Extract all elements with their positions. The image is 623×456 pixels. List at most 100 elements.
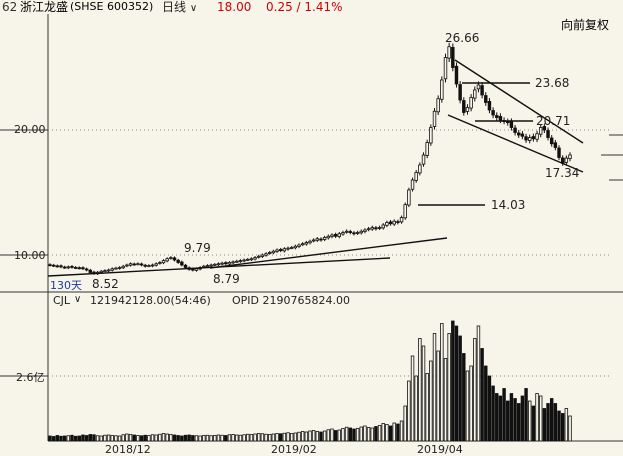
candle (282, 247, 287, 253)
candle (264, 252, 268, 257)
candle (51, 263, 56, 267)
candle (66, 265, 71, 270)
volume-bar (289, 433, 294, 442)
candle (348, 229, 352, 235)
volume-bar (172, 434, 177, 442)
volume-bar (451, 320, 455, 442)
volume-bar (286, 432, 290, 442)
volume-bar (264, 433, 268, 442)
volume-bar (139, 435, 144, 442)
candle (520, 131, 525, 140)
candle (564, 155, 569, 165)
volume-bar (502, 388, 506, 442)
candle (322, 235, 327, 242)
candle (128, 262, 133, 267)
candle (249, 257, 254, 262)
date-tick-2018-12: 2018/12 (105, 443, 151, 456)
candle (443, 53, 448, 83)
volume-bar (425, 373, 429, 442)
volume-bar (359, 426, 363, 442)
candle (150, 263, 155, 268)
volume-bar (125, 433, 129, 442)
candle (396, 219, 400, 225)
volume-bar (220, 434, 224, 442)
volume-bar (440, 323, 444, 442)
candle (381, 223, 385, 230)
volume-bar (77, 435, 82, 442)
candle (458, 81, 462, 104)
price-change: 0.25 / 1.41% (266, 0, 343, 14)
volume-bar (429, 360, 433, 442)
volume-indicator-name[interactable]: CJL (53, 294, 71, 307)
candle (132, 262, 136, 266)
volume-bar (278, 433, 283, 442)
volume-bar (524, 388, 528, 442)
volume-bar (59, 435, 63, 442)
candle (253, 256, 257, 261)
candle (549, 135, 554, 147)
volume-bar (165, 433, 169, 442)
candlestick-series (48, 42, 572, 275)
volume-bar (275, 433, 279, 442)
period-selector[interactable]: 日线 ∨ (162, 0, 197, 16)
adjust-mode-button[interactable]: 向前复权 (561, 18, 610, 32)
volume-bar (432, 333, 437, 442)
volume-bar (568, 415, 572, 442)
candle (297, 243, 301, 249)
volume-bar (564, 408, 569, 442)
volume-bar (436, 350, 440, 442)
label-low-1734: 17.34 (545, 166, 580, 180)
candle (531, 133, 536, 142)
volume-bar (410, 355, 415, 442)
chevron-down-icon: ∨ (189, 3, 198, 14)
candle (242, 258, 246, 263)
volume-bar (341, 428, 345, 442)
volume-bar (84, 435, 89, 442)
candle (165, 257, 169, 263)
label-979: 9.79 (184, 241, 211, 255)
label-2071: 20.71 (536, 114, 571, 128)
candle (495, 112, 499, 121)
candle (238, 259, 243, 263)
volume-bar (238, 434, 243, 442)
candle (293, 244, 298, 250)
volume-bar (370, 427, 374, 442)
candle (557, 145, 561, 161)
candle (260, 253, 265, 258)
volume-bar (506, 400, 510, 442)
candle (440, 76, 444, 103)
candle (55, 264, 60, 268)
volume-bar (392, 422, 396, 442)
candle (513, 124, 517, 136)
volume-bar (491, 385, 495, 442)
volume-bar (51, 436, 56, 442)
candle (524, 133, 528, 143)
candle (172, 256, 177, 262)
volume-bar (103, 434, 107, 442)
volume-bar (557, 410, 561, 442)
volume-bar (246, 433, 250, 442)
candle (465, 104, 470, 115)
volume-bar (388, 425, 393, 442)
chart-frame (0, 14, 623, 442)
volume-series (48, 320, 572, 442)
candle (110, 267, 114, 272)
candle (300, 242, 305, 247)
candle (84, 267, 89, 272)
candle (169, 256, 173, 260)
label-high-2666: 26.66 (445, 31, 480, 45)
volume-bar (407, 380, 411, 442)
candle (491, 107, 495, 119)
candle (506, 118, 510, 126)
candle (114, 266, 118, 270)
volume-bar (513, 398, 517, 442)
candle (425, 139, 429, 159)
volume-bar (260, 433, 265, 442)
candle (117, 266, 122, 270)
candle (176, 258, 180, 264)
volume-bar (242, 434, 246, 442)
candle (509, 118, 514, 131)
volume-bar (81, 434, 85, 442)
volume-bar (114, 435, 118, 442)
